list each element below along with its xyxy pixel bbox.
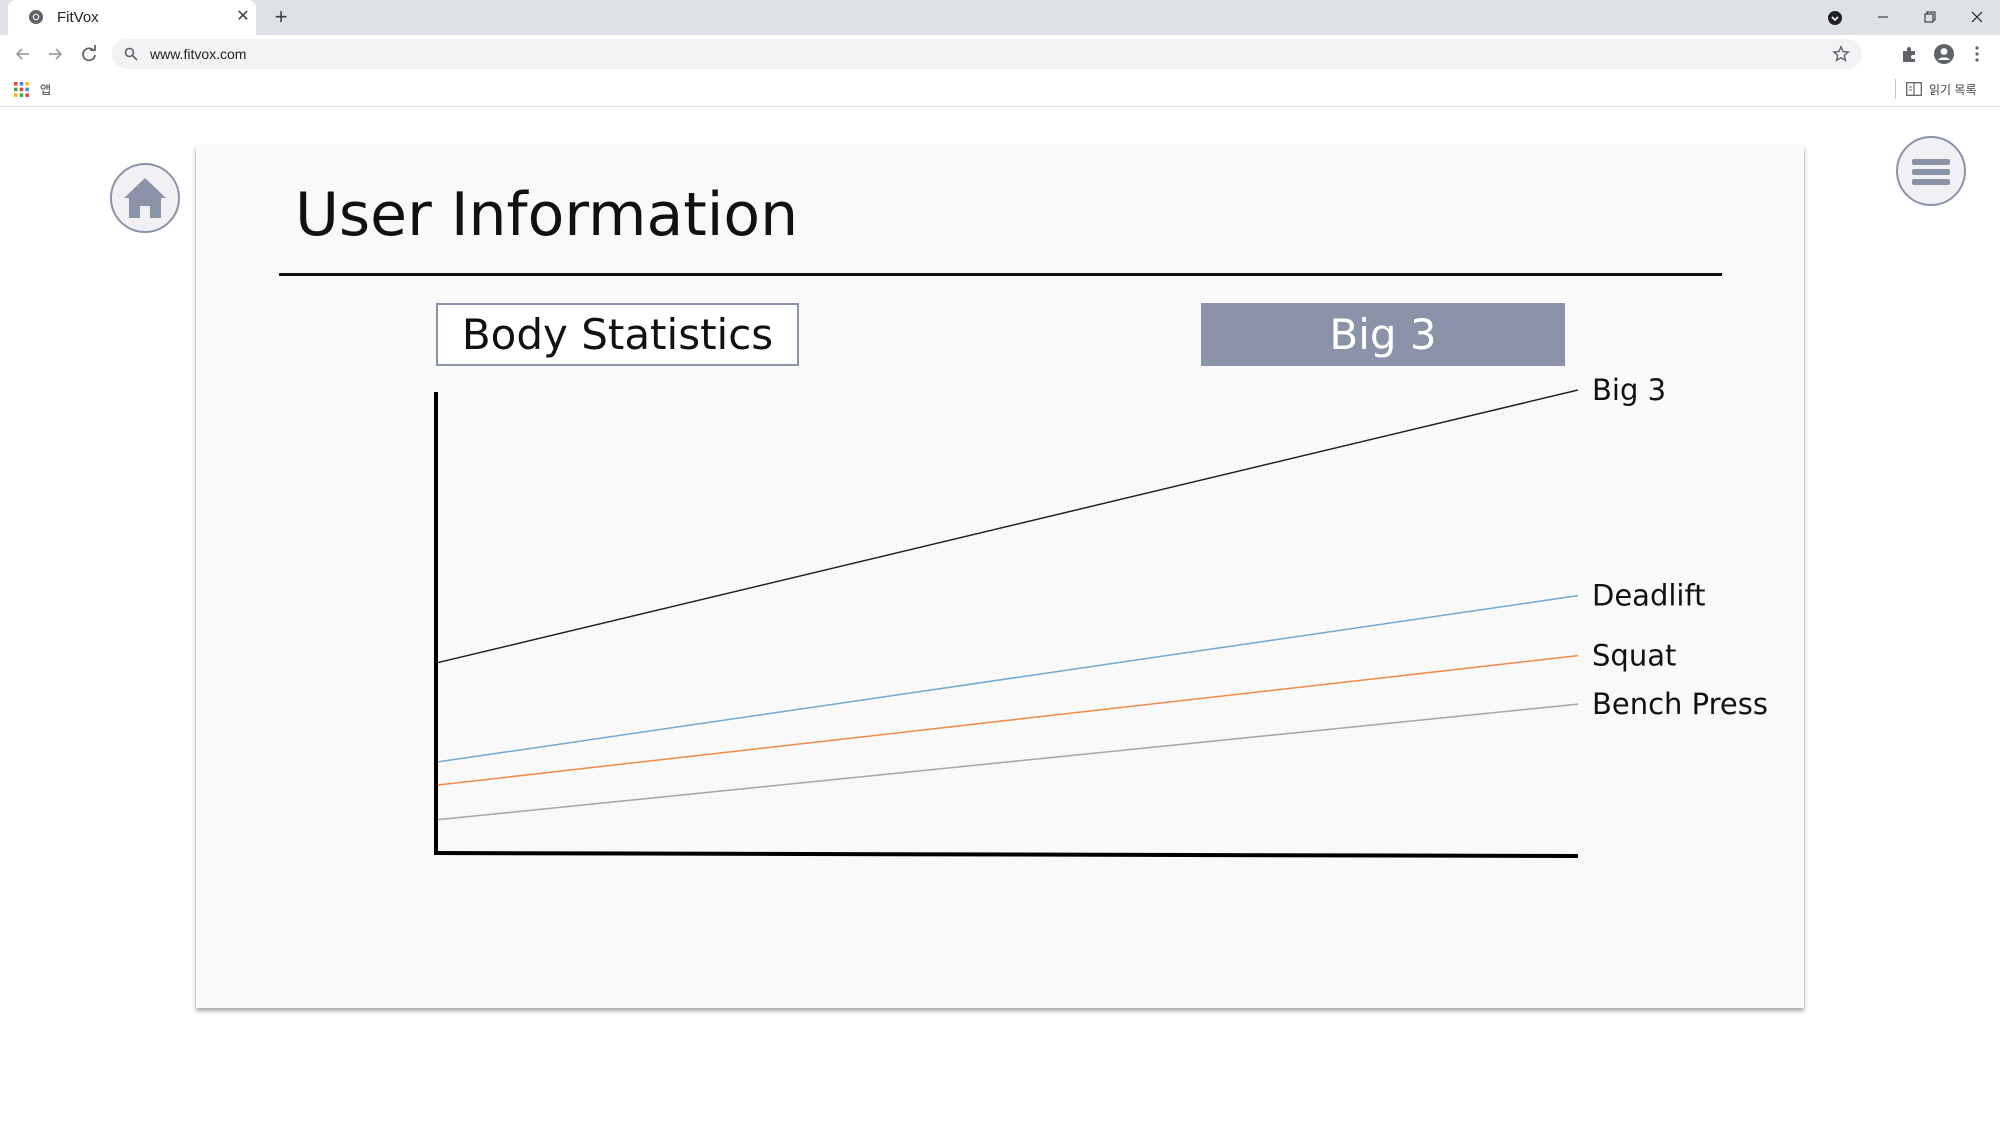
extensions-puzzle-icon[interactable] [1899, 43, 1921, 65]
apps-label[interactable]: 앱 [40, 83, 52, 97]
series-label-deadlift: Deadlift [1592, 579, 1706, 613]
close-window-button[interactable] [1954, 0, 2000, 35]
page-title: User Information [295, 180, 799, 250]
hamburger-menu-icon [1912, 159, 1950, 185]
tab-close-icon[interactable]: ✕ [236, 8, 250, 25]
close-icon [1971, 11, 1983, 23]
profile-avatar-icon[interactable] [1933, 43, 1955, 65]
series-label-big-3: Big 3 [1592, 373, 1666, 407]
minimize-icon [1878, 16, 1888, 18]
series-line-bench-press [437, 703, 1579, 821]
forward-arrow-icon[interactable] [44, 43, 66, 65]
tab-big-3[interactable]: Big 3 [1201, 303, 1565, 366]
tab-body-statistics[interactable]: Body Statistics [436, 303, 799, 366]
tab-search-button[interactable] [1811, 0, 1857, 35]
reading-list-label[interactable]: 읽기 목록 [1929, 83, 1977, 97]
back-arrow-icon[interactable] [12, 43, 34, 65]
series-label-bench-press: Bench Press [1592, 687, 1768, 721]
menu-button[interactable] [1896, 136, 1966, 206]
minimize-button[interactable] [1860, 0, 1906, 35]
restore-button[interactable] [1907, 0, 1953, 35]
chevron-down-circle-icon [1828, 11, 1842, 25]
reload-icon[interactable] [78, 43, 100, 65]
url-text: www.fitvox.com [150, 46, 247, 62]
more-vert-icon[interactable] [1966, 43, 1988, 65]
address-bar[interactable]: www.fitvox.com [112, 39, 1862, 69]
series-line-big-3 [437, 389, 1579, 664]
bookmarks-divider [1895, 79, 1896, 99]
chrome-favicon-icon [29, 10, 43, 24]
browser-tabstrip: FitVox ✕ + [0, 0, 2000, 35]
browser-toolbar: www.fitvox.com [0, 35, 2000, 73]
title-divider [279, 273, 1722, 276]
search-icon [124, 47, 138, 61]
bookmark-star-icon[interactable] [1832, 45, 1850, 63]
home-button[interactable] [110, 163, 180, 233]
content-card [196, 146, 1804, 1008]
x-axis [433, 851, 1579, 858]
browser-tab[interactable]: FitVox ✕ [8, 0, 256, 35]
reading-list-icon[interactable] [1906, 82, 1922, 96]
home-icon [124, 178, 166, 218]
series-line-squat [437, 654, 1579, 786]
apps-grid-icon[interactable] [14, 82, 29, 97]
tab-title: FitVox [57, 9, 99, 26]
new-tab-button[interactable]: + [274, 4, 288, 29]
bookmarks-bar: 앱 읽기 목록 [0, 73, 2000, 107]
series-line-deadlift [437, 594, 1579, 763]
series-label-squat: Squat [1592, 639, 1676, 673]
restore-icon [1924, 11, 1936, 23]
